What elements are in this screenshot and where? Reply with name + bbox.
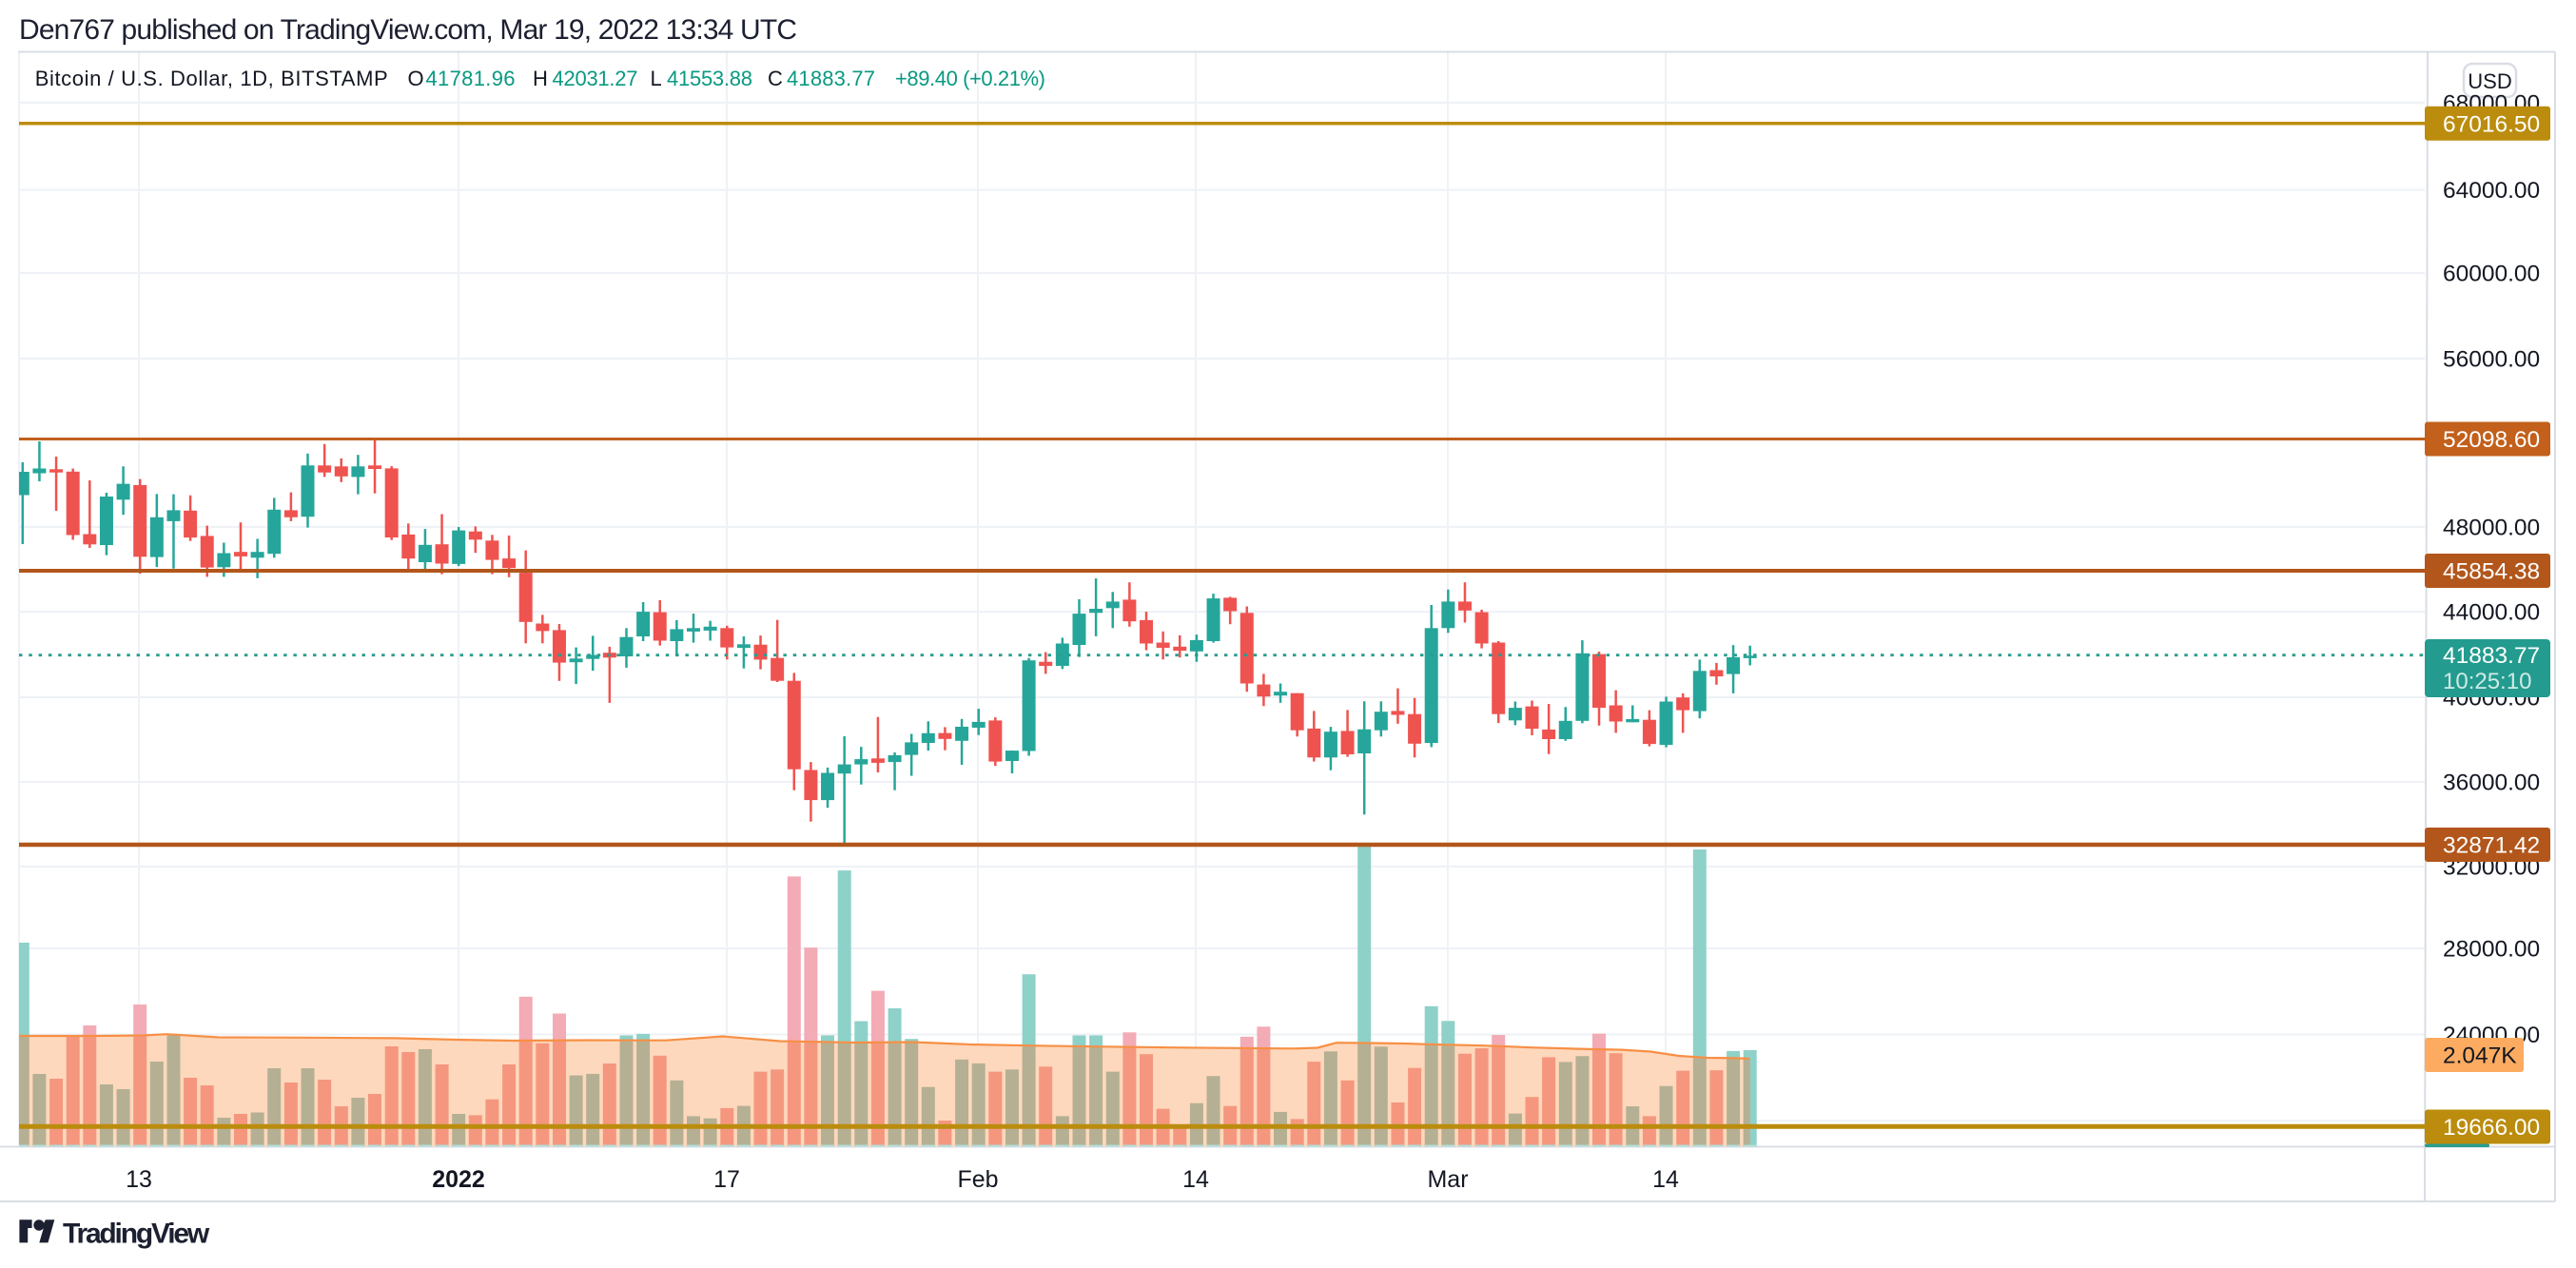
- svg-text:10:25:10: 10:25:10: [2443, 669, 2531, 694]
- svg-text:17: 17: [713, 1166, 740, 1193]
- svg-text:67016.50: 67016.50: [2443, 111, 2540, 137]
- svg-text:44000.00: 44000.00: [2443, 600, 2540, 626]
- svg-text:32871.42: 32871.42: [2443, 833, 2540, 859]
- svg-text:48000.00: 48000.00: [2443, 515, 2540, 540]
- svg-text:Mar: Mar: [1427, 1166, 1468, 1193]
- svg-text:28000.00: 28000.00: [2443, 937, 2540, 963]
- svg-text:52098.60: 52098.60: [2443, 427, 2540, 453]
- svg-text:Den767 published on TradingVie: Den767 published on TradingView.com, Mar…: [19, 14, 797, 46]
- svg-text:USD: USD: [2468, 69, 2511, 93]
- svg-text:60000.00: 60000.00: [2443, 262, 2540, 287]
- svg-text:45854.38: 45854.38: [2443, 559, 2540, 585]
- svg-text:41883.77: 41883.77: [2443, 643, 2540, 669]
- svg-text:2.047K: 2.047K: [2443, 1044, 2517, 1069]
- svg-text:Bitcoin / U.S. Dollar, 1D, BIT: Bitcoin / U.S. Dollar, 1D, BITSTAMP: [35, 67, 388, 90]
- svg-text:2022: 2022: [432, 1166, 485, 1193]
- svg-text:14: 14: [1182, 1166, 1209, 1193]
- svg-text:14: 14: [1652, 1166, 1679, 1193]
- svg-text:56000.00: 56000.00: [2443, 347, 2540, 373]
- svg-text:36000.00: 36000.00: [2443, 771, 2540, 796]
- svg-text:64000.00: 64000.00: [2443, 178, 2540, 204]
- svg-text:Feb: Feb: [957, 1166, 998, 1193]
- svg-text:19666.00: 19666.00: [2443, 1115, 2540, 1141]
- svg-text:13: 13: [126, 1166, 152, 1193]
- svg-text:TradingView: TradingView: [63, 1219, 210, 1250]
